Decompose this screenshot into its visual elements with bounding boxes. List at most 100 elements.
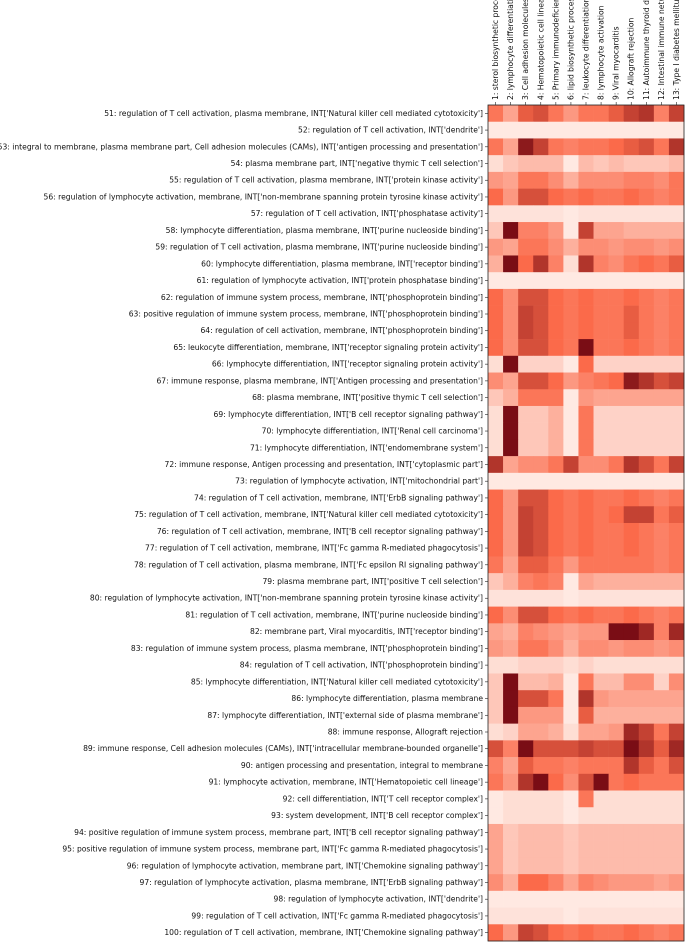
heatmap-cell xyxy=(653,506,670,524)
heatmap-cell xyxy=(593,121,609,139)
heatmap-cell xyxy=(608,238,624,256)
heatmap-cell xyxy=(638,372,655,390)
heatmap-cell xyxy=(503,690,519,708)
heatmap-cell xyxy=(653,606,670,624)
heatmap-cell xyxy=(548,523,564,541)
heatmap-cell xyxy=(533,640,549,658)
heatmap-cell xyxy=(623,121,640,139)
heatmap-cell xyxy=(578,823,594,841)
heatmap-cell xyxy=(503,740,519,758)
heatmap-cell xyxy=(578,105,594,123)
heatmap-cell xyxy=(653,155,670,173)
heatmap-cell xyxy=(518,489,534,507)
heatmap-cell xyxy=(593,807,609,825)
heatmap-cell xyxy=(563,690,579,708)
heatmap-cell xyxy=(578,623,594,641)
heatmap-cell xyxy=(623,472,640,490)
heatmap-cell xyxy=(623,155,640,173)
heatmap-cell xyxy=(488,305,504,323)
heatmap-cell xyxy=(653,823,670,841)
heatmap-cell xyxy=(548,706,564,724)
heatmap-cell xyxy=(608,539,624,557)
heatmap-cell xyxy=(518,840,534,858)
heatmap-cell xyxy=(563,656,579,674)
heatmap-cell xyxy=(638,121,655,139)
heatmap-cell xyxy=(653,339,670,357)
heatmap-cell xyxy=(533,706,549,724)
heatmap-cell xyxy=(563,272,579,290)
heatmap-cell xyxy=(578,422,594,440)
heatmap-cell xyxy=(548,339,564,357)
heatmap-cell xyxy=(563,823,579,841)
heatmap-cell xyxy=(593,857,609,875)
heatmap-cell xyxy=(623,506,640,524)
heatmap-cell xyxy=(503,288,519,306)
heatmap-cell xyxy=(578,205,594,223)
heatmap-cell xyxy=(593,589,609,607)
row-label: 99: regulation of T cell activation, INT… xyxy=(191,911,483,920)
heatmap-cell xyxy=(488,740,504,758)
heatmap-cell xyxy=(503,890,519,908)
heatmap-cell xyxy=(533,105,549,123)
heatmap-cell xyxy=(518,372,534,390)
heatmap-cell xyxy=(638,656,655,674)
heatmap-cell xyxy=(533,422,549,440)
plot-frame xyxy=(487,104,685,942)
row-label: 88: immune response, Allograft rejection xyxy=(328,728,483,737)
heatmap-cell xyxy=(518,288,534,306)
heatmap-cell xyxy=(623,589,640,607)
heatmap-cell xyxy=(623,656,640,674)
heatmap-cell xyxy=(518,723,534,741)
heatmap-cell xyxy=(608,857,624,875)
heatmap-cell xyxy=(608,489,624,507)
heatmap-cell xyxy=(623,823,640,841)
heatmap-cell xyxy=(563,121,579,139)
heatmap-cell xyxy=(653,890,670,908)
heatmap-cell xyxy=(503,255,519,273)
column-label: 4: Hematopoietic cell lineage xyxy=(536,0,545,100)
heatmap-cell xyxy=(578,840,594,858)
heatmap-cell xyxy=(488,907,504,925)
heatmap-cell xyxy=(638,105,655,123)
heatmap-cell xyxy=(563,723,579,741)
heatmap-cell xyxy=(533,773,549,791)
row-label: 77: regulation of T cell activation, mem… xyxy=(145,544,483,553)
heatmap-cell xyxy=(638,255,655,273)
row-label: 63: positive regulation of immune system… xyxy=(129,310,483,319)
heatmap-cell xyxy=(623,840,640,858)
heatmap-cell xyxy=(533,656,549,674)
heatmap-cell xyxy=(518,238,534,256)
heatmap-cell xyxy=(518,171,534,189)
heatmap-cell xyxy=(668,840,685,858)
heatmap-cell xyxy=(533,757,549,775)
heatmap-cell xyxy=(623,757,640,775)
heatmap-cell xyxy=(638,188,655,206)
heatmap-cell xyxy=(533,305,549,323)
heatmap-cell xyxy=(653,656,670,674)
heatmap-cell xyxy=(653,305,670,323)
heatmap-cell xyxy=(503,556,519,574)
heatmap-cell xyxy=(653,322,670,340)
heatmap-cell xyxy=(563,924,579,942)
column-label: 2: lymphocyte differentiation xyxy=(506,0,515,100)
heatmap-cell xyxy=(548,723,564,741)
heatmap-cell xyxy=(488,773,504,791)
row-label: 68: plasma membrane, INT['positive thymi… xyxy=(252,393,483,402)
heatmap-cell xyxy=(533,690,549,708)
heatmap-cell xyxy=(548,823,564,841)
heatmap-cell xyxy=(608,773,624,791)
heatmap-cell xyxy=(593,255,609,273)
heatmap-cell xyxy=(593,874,609,892)
heatmap-cell xyxy=(488,472,504,490)
heatmap-cell xyxy=(593,640,609,658)
heatmap-cell xyxy=(503,874,519,892)
heatmap-cell xyxy=(653,472,670,490)
heatmap-cell xyxy=(488,339,504,357)
heatmap-cell xyxy=(503,589,519,607)
heatmap-cell xyxy=(593,489,609,507)
heatmap-cell xyxy=(518,589,534,607)
heatmap-cell xyxy=(578,305,594,323)
column-label: 13: Type I diabetes mellitus xyxy=(672,0,681,100)
heatmap-cell xyxy=(488,757,504,775)
heatmap-cell xyxy=(563,389,579,407)
